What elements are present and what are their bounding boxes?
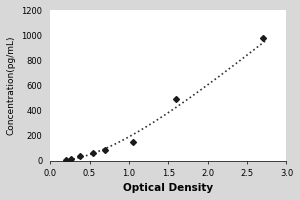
X-axis label: Optical Density: Optical Density [123, 183, 213, 193]
Y-axis label: Concentration(pg/mL): Concentration(pg/mL) [7, 36, 16, 135]
